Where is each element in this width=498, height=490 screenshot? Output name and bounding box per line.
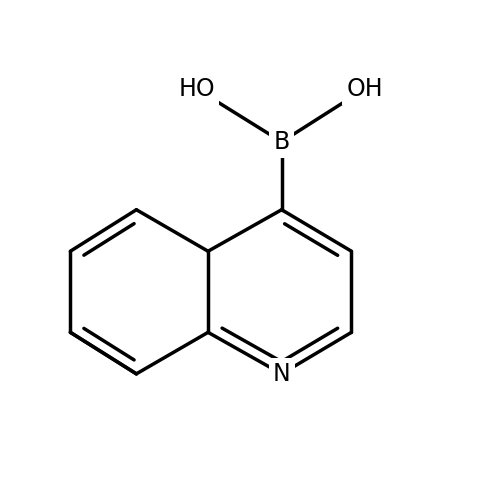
Text: OH: OH bbox=[346, 77, 383, 101]
Text: N: N bbox=[273, 362, 290, 386]
Text: HO: HO bbox=[178, 77, 215, 101]
Text: B: B bbox=[273, 130, 290, 154]
